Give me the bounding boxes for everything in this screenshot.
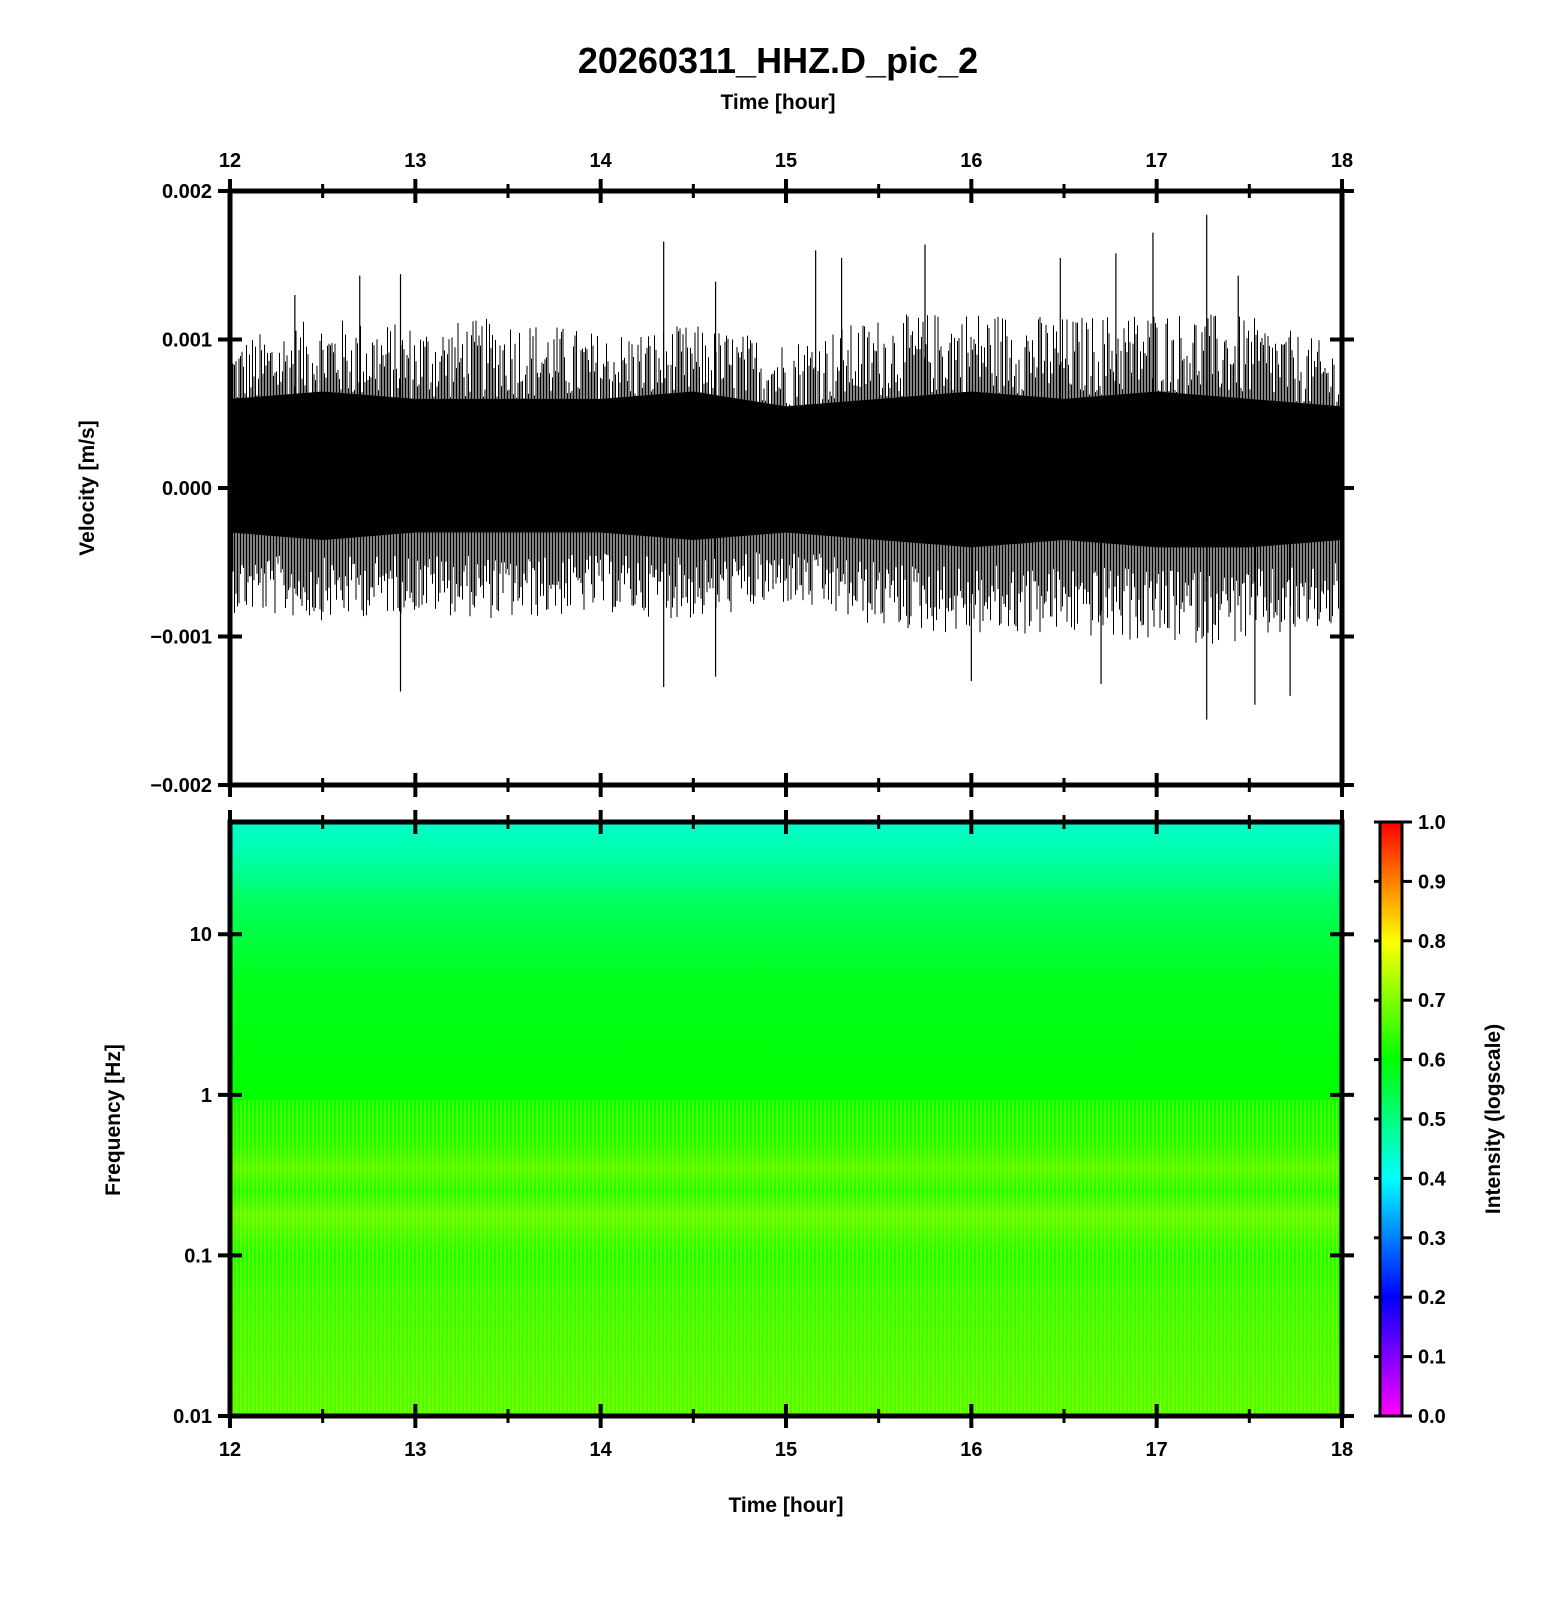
colorbar: 0.0 0.1 0.2 0.3 0.4 0.5 0.6 0.7 0.8 0.9 1.0 Intens… <box>1374 812 1505 1428</box>
colorbar-gradient <box>1378 820 1404 1418</box>
x-tick-label: 12 <box>219 150 241 172</box>
waveform-y-ticks: −0.002 −0.001 0.000 0.001 0.002 <box>150 181 1354 797</box>
y-tick-label: 0.002 <box>162 181 212 203</box>
x-tick-label: 12 <box>219 1439 241 1461</box>
waveform-top-x-ticks: 12 13 14 15 16 17 18 <box>219 150 1353 797</box>
colorbar-tick-label: 1.0 <box>1418 812 1446 834</box>
x-tick-label: 18 <box>1331 150 1353 172</box>
x-tick-label: 14 <box>590 1439 613 1461</box>
waveform-panel: 12 13 14 15 16 17 18 −0.002 −0.001 0.000 0.001 0.0… <box>76 150 1354 797</box>
top-x-axis-label: Time [hour] <box>720 91 835 114</box>
x-tick-label: 16 <box>960 150 982 172</box>
x-tick-label: 17 <box>1146 1439 1168 1461</box>
spectrogram-y-ticks: 0.01 0.1 1 10 <box>173 924 1354 1428</box>
waveform-envelope <box>230 314 1342 644</box>
x-tick-label: 18 <box>1331 1439 1353 1461</box>
waveform-core-band <box>230 391 1342 548</box>
y-tick-label: −0.001 <box>150 627 212 649</box>
waveform-y-axis-label: Velocity [m/s] <box>76 420 99 555</box>
colorbar-tick-label: 0.3 <box>1418 1228 1446 1250</box>
colorbar-tick-label: 0.8 <box>1418 931 1446 953</box>
x-tick-label: 15 <box>775 1439 797 1461</box>
spectrogram-vertical-striping <box>230 1100 1342 1416</box>
x-tick-label: 15 <box>775 150 797 172</box>
colorbar-tick-label: 0.7 <box>1418 990 1446 1012</box>
x-tick-label: 13 <box>404 150 426 172</box>
colorbar-tick-label: 0.5 <box>1418 1109 1446 1131</box>
x-tick-label: 16 <box>960 1439 982 1461</box>
colorbar-tick-label: 0.9 <box>1418 871 1446 893</box>
y-tick-label: −0.002 <box>150 775 212 797</box>
waveform-spikes <box>294 214 1291 720</box>
spectrogram-x-axis-label: Time [hour] <box>728 1494 843 1517</box>
y-tick-label: 0.01 <box>173 1406 212 1428</box>
y-tick-label: 0.1 <box>184 1245 212 1267</box>
y-tick-label: 10 <box>190 924 212 946</box>
spectrogram-panel: 12 13 14 15 16 17 18 0.01 0.1 1 10 Time [hour] Fr… <box>102 810 1354 1517</box>
colorbar-tick-label: 0.1 <box>1418 1347 1446 1369</box>
colorbar-tick-label: 0.0 <box>1418 1406 1446 1428</box>
x-tick-label: 13 <box>404 1439 426 1461</box>
colorbar-ticks: 0.0 0.1 0.2 0.3 0.4 0.5 0.6 0.7 0.8 0.9 1.0 <box>1374 812 1447 1428</box>
y-tick-label: 0.001 <box>162 330 212 352</box>
x-tick-label: 14 <box>590 150 613 172</box>
colorbar-tick-label: 0.6 <box>1418 1050 1446 1072</box>
spectrogram-y-axis-label: Frequency [Hz] <box>102 1044 125 1196</box>
x-tick-label: 17 <box>1146 150 1168 172</box>
colorbar-tick-label: 0.2 <box>1418 1287 1446 1309</box>
chart-title: 20260311_HHZ.D_pic_2 <box>578 40 978 81</box>
y-tick-label: 1 <box>201 1085 212 1107</box>
colorbar-label: Intensity (logscale) <box>1482 1024 1505 1214</box>
colorbar-tick-label: 0.4 <box>1418 1168 1447 1190</box>
y-tick-label: 0.000 <box>162 478 212 500</box>
